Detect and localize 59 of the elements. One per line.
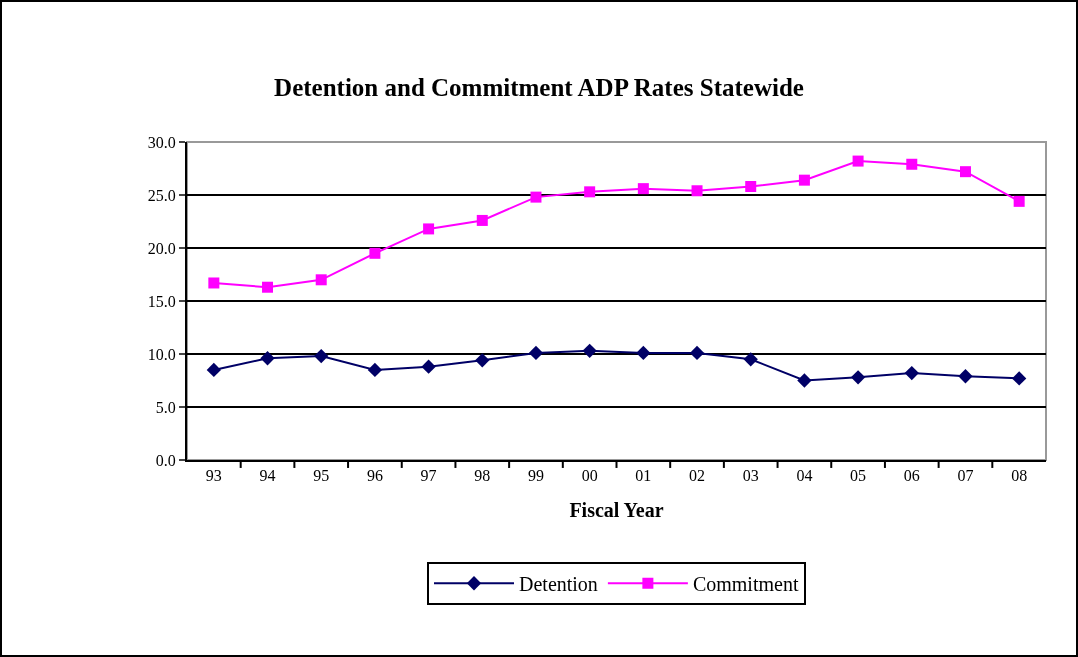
x-tick-label: 05 — [850, 467, 867, 485]
point — [797, 373, 812, 388]
x-tick-label: 93 — [205, 467, 222, 485]
point — [959, 166, 971, 178]
y-tick-label: 5.0 — [155, 398, 176, 416]
x-tick-label: 01 — [635, 467, 652, 485]
legend-label: Commitment — [692, 573, 799, 596]
x-tick-label: 97 — [420, 467, 437, 485]
point — [906, 158, 918, 170]
point — [314, 348, 329, 364]
y-tick-label: 10.0 — [147, 345, 176, 363]
point — [1013, 195, 1025, 207]
point — [636, 345, 651, 361]
x-tick-label: 02 — [689, 467, 706, 485]
x-tick-label: 08 — [1011, 467, 1028, 485]
point — [206, 362, 221, 378]
point — [423, 223, 435, 235]
point — [852, 155, 864, 167]
point — [745, 181, 757, 193]
point — [582, 343, 597, 358]
x-tick-label: 96 — [366, 467, 383, 485]
point — [369, 247, 381, 259]
point — [421, 359, 436, 374]
point — [528, 345, 544, 361]
point — [260, 351, 275, 366]
point — [530, 191, 542, 203]
point — [476, 214, 488, 226]
x-tick-label: 98 — [474, 467, 491, 485]
y-tick-label: 0.0 — [155, 451, 176, 469]
x-axis-title: Fiscal Year — [569, 499, 664, 522]
point — [958, 369, 973, 384]
x-tick-label: 95 — [313, 467, 330, 485]
point — [315, 274, 327, 286]
y-tick-label: 15.0 — [147, 292, 176, 310]
x-tick-label: 94 — [259, 467, 276, 485]
point — [475, 353, 490, 368]
x-tick-label: 00 — [581, 467, 598, 485]
y-tick-label: 20.0 — [147, 239, 176, 257]
point — [850, 370, 866, 385]
legend-label: Detention — [519, 573, 598, 596]
point — [262, 281, 274, 293]
x-tick-label: 06 — [903, 467, 920, 485]
point — [637, 183, 649, 195]
point — [798, 174, 810, 186]
x-tick-label: 03 — [742, 467, 759, 485]
point — [743, 352, 758, 367]
x-tick-label: 99 — [527, 467, 544, 485]
y-tick-label: 30.0 — [147, 133, 176, 151]
point — [1012, 371, 1027, 386]
y-tick-label: 25.0 — [147, 186, 176, 204]
point — [208, 277, 220, 289]
point — [584, 186, 596, 198]
point — [689, 345, 705, 361]
x-tick-label: 04 — [796, 467, 813, 485]
chart-title: Detention and Commitment ADP Rates Statewide — [274, 73, 804, 101]
point — [904, 365, 919, 381]
x-tick-label: 07 — [957, 467, 974, 485]
point — [691, 185, 703, 197]
point — [367, 362, 383, 378]
